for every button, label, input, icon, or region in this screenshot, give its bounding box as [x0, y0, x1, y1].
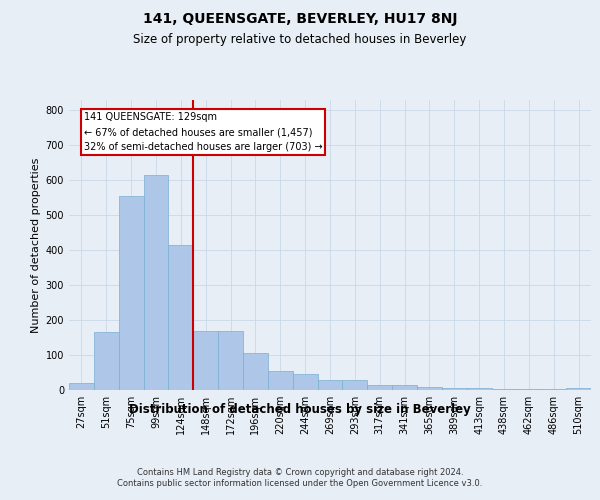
Bar: [193, 330, 218, 390]
Bar: [442, 388, 467, 390]
Y-axis label: Number of detached properties: Number of detached properties: [31, 158, 41, 332]
Bar: [268, 371, 293, 390]
Bar: [119, 196, 143, 390]
Bar: [317, 380, 343, 390]
Bar: [169, 245, 193, 390]
Text: 141, QUEENSGATE, BEVERLEY, HU17 8NJ: 141, QUEENSGATE, BEVERLEY, HU17 8NJ: [143, 12, 457, 26]
Text: Contains HM Land Registry data © Crown copyright and database right 2024.
Contai: Contains HM Land Registry data © Crown c…: [118, 468, 482, 487]
Text: 141 QUEENSGATE: 129sqm
← 67% of detached houses are smaller (1,457)
32% of semi-: 141 QUEENSGATE: 129sqm ← 67% of detached…: [84, 112, 323, 152]
Bar: [343, 380, 367, 390]
Bar: [467, 388, 491, 390]
Bar: [243, 354, 268, 390]
Bar: [566, 388, 591, 390]
Bar: [417, 386, 442, 390]
Bar: [367, 385, 392, 390]
Bar: [293, 374, 317, 390]
Bar: [69, 383, 94, 390]
Text: Distribution of detached houses by size in Beverley: Distribution of detached houses by size …: [129, 402, 471, 415]
Bar: [218, 330, 243, 390]
Bar: [94, 332, 119, 390]
Text: Size of property relative to detached houses in Beverley: Size of property relative to detached ho…: [133, 32, 467, 46]
Bar: [143, 175, 169, 390]
Bar: [392, 385, 417, 390]
